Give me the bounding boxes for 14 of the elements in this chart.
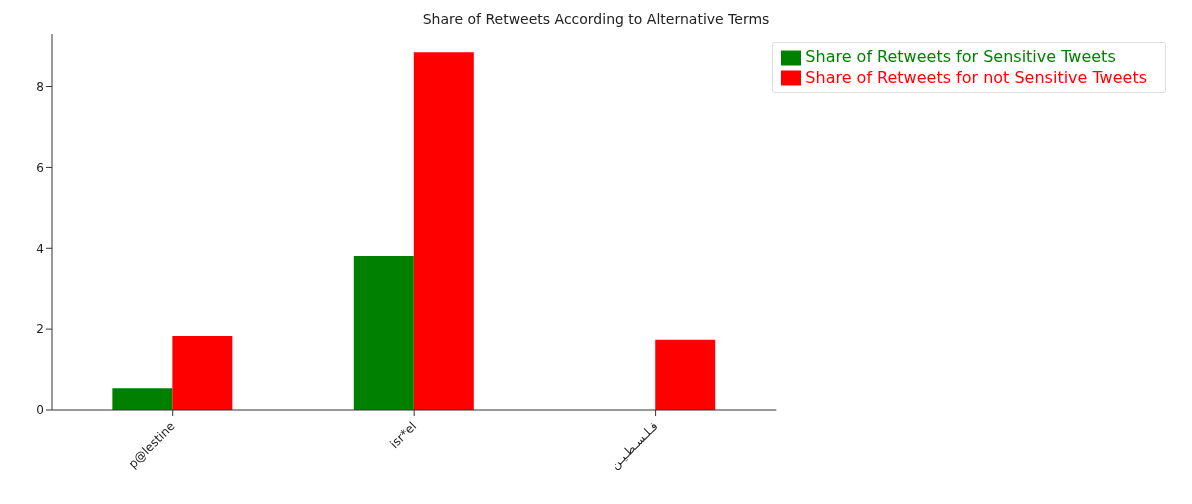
legend-label: Share of Retweets for not Sensitive Tweets: [805, 67, 1147, 87]
y-tick-label: 6: [36, 160, 44, 175]
y-tick-label: 8: [36, 79, 44, 94]
x-tick-label: فـلـسـطـيـن: [607, 419, 662, 473]
chart-title: Share of Retweets According to Alternative Terms: [421, 10, 771, 29]
y-tick-label: 4: [36, 241, 44, 256]
bar: [655, 339, 716, 410]
legend-label: Share of Retweets for Sensitive Tweets: [805, 47, 1116, 66]
bar: [112, 388, 173, 410]
y-tick-label: 2: [36, 322, 44, 337]
bar: [172, 336, 233, 410]
y-tick-label: 0: [36, 403, 44, 418]
bar: [353, 255, 414, 410]
bar: [413, 52, 474, 410]
